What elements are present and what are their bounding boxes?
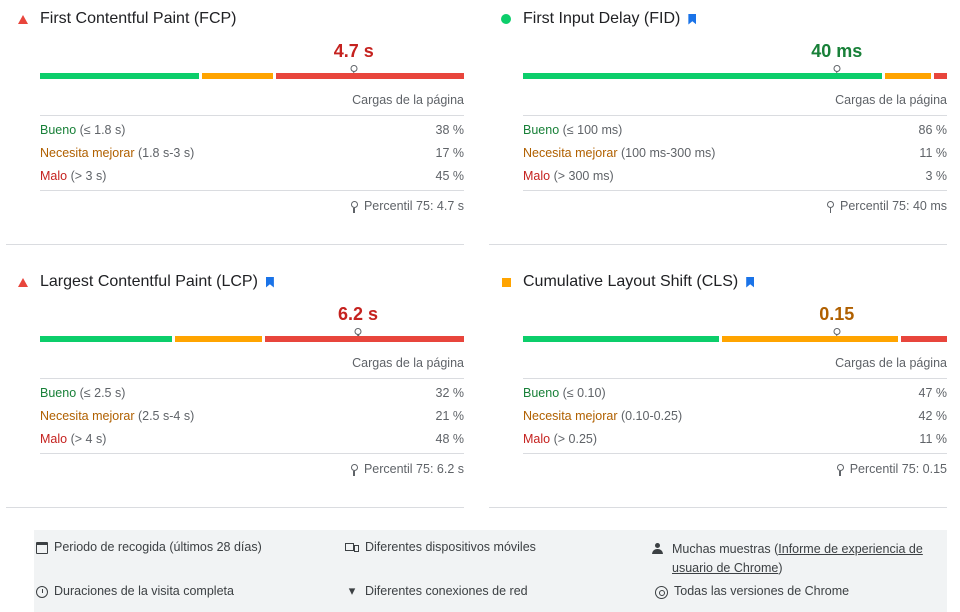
- bar-segment-poor: [265, 336, 464, 342]
- row-ni: Necesita mejorar (2.5 s-4 s) 21 %: [40, 409, 464, 423]
- wifi-icon: ▾: [348, 583, 356, 598]
- percentile-75: Percentil 75: 0.15: [836, 462, 947, 476]
- status-icon: [489, 277, 523, 287]
- distribution-bar: [40, 336, 464, 342]
- bar-segment-good: [40, 73, 199, 79]
- samples-icon: [652, 542, 666, 556]
- row-ni: Necesita mejorar (1.8 s-3 s) 17 %: [40, 146, 464, 160]
- metric-value: 0.15: [819, 304, 855, 324]
- row-poor: Malo (> 300 ms) 3 %: [523, 169, 947, 183]
- percentile-75: Percentil 75: 6.2 s: [350, 462, 464, 476]
- bar-segment-poor: [934, 73, 947, 79]
- bar-segment-ni: [722, 336, 898, 342]
- metric-title: Cumulative Layout Shift (CLS): [523, 273, 739, 290]
- row-poor: Malo (> 0.25) 11 %: [523, 432, 947, 446]
- metric-card-cls: Cumulative Layout Shift (CLS) 0.15 Carga…: [489, 263, 947, 508]
- poor-triangle-icon: [18, 277, 28, 287]
- distribution-bar: [523, 336, 947, 342]
- timer-icon: [36, 586, 48, 598]
- footer-period: Periodo de recogida (últimos 28 días): [36, 540, 262, 554]
- footer-connections: ▾ Diferentes conexiones de red: [345, 583, 528, 599]
- row-good: Bueno (≤ 2.5 s) 32 %: [40, 386, 464, 400]
- row-ni: Necesita mejorar (0.10-0.25) 42 %: [523, 409, 947, 423]
- row-poor: Malo (> 3 s) 45 %: [40, 169, 464, 183]
- pin-icon: [350, 200, 358, 213]
- bar-segment-good: [523, 73, 883, 79]
- page-loads-label: Cargas de la página: [352, 93, 464, 107]
- page-loads-label: Cargas de la página: [352, 356, 464, 370]
- pin-icon: [350, 463, 358, 476]
- metric-card-fid: First Input Delay (FID) 40 ms Cargas de …: [489, 0, 947, 245]
- distribution-bar: [523, 73, 947, 79]
- bookmark-icon: [265, 276, 274, 288]
- good-circle-icon: [501, 14, 511, 24]
- row-good: Bueno (≤ 100 ms) 86 %: [523, 123, 947, 137]
- footer-durations: Duraciones de la visita completa: [36, 584, 234, 598]
- metric-value: 4.7 s: [333, 41, 374, 61]
- metric-card-lcp: Largest Contentful Paint (LCP) 6.2 s Car…: [6, 263, 464, 508]
- status-icon: [6, 277, 40, 287]
- pin-icon: [827, 200, 834, 213]
- bar-segment-ni: [885, 73, 932, 79]
- metric-card-fcp: First Contentful Paint (FCP) 4.7 s Carga…: [6, 0, 464, 245]
- footer-samples: Muchas muestras (Informe de experiencia …: [652, 540, 942, 578]
- percentile-75: Percentil 75: 4.7 s: [350, 199, 464, 213]
- footer-devices: Diferentes dispositivos móviles: [345, 540, 536, 554]
- row-good: Bueno (≤ 0.10) 47 %: [523, 386, 947, 400]
- metric-value: 40 ms: [811, 41, 863, 61]
- bar-segment-good: [523, 336, 720, 342]
- chrome-icon: [655, 586, 668, 599]
- distribution-bar: [40, 73, 464, 79]
- devices-icon: [345, 540, 359, 554]
- row-ni: Necesita mejorar (100 ms-300 ms) 11 %: [523, 146, 947, 160]
- bar-segment-poor: [275, 73, 464, 79]
- page-loads-label: Cargas de la página: [835, 356, 947, 370]
- bar-segment-ni: [175, 336, 263, 342]
- row-good: Bueno (≤ 1.8 s) 38 %: [40, 123, 464, 137]
- percentile-75: Percentil 75: 40 ms: [827, 199, 947, 213]
- status-icon: [6, 14, 40, 24]
- bar-segment-poor: [901, 336, 947, 342]
- ni-square-icon: [501, 277, 511, 287]
- crux-report-link[interactable]: Informe de experiencia de usuario de Chr…: [672, 542, 923, 575]
- metric-title: Largest Contentful Paint (LCP): [40, 273, 258, 290]
- page-loads-label: Cargas de la página: [835, 93, 947, 107]
- row-poor: Malo (> 4 s) 48 %: [40, 432, 464, 446]
- pin-icon: [836, 463, 844, 476]
- metric-value: 6.2 s: [337, 304, 379, 324]
- bar-segment-good: [40, 336, 173, 342]
- poor-triangle-icon: [18, 14, 28, 24]
- calendar-icon: [36, 542, 48, 554]
- data-source-footer: Periodo de recogida (últimos 28 días) Di…: [34, 530, 947, 612]
- bookmark-icon: [688, 13, 697, 25]
- metric-title: First Input Delay (FID): [523, 10, 681, 27]
- bar-segment-ni: [201, 73, 273, 79]
- bookmark-icon: [746, 276, 755, 288]
- status-icon: [489, 14, 523, 24]
- metric-title: First Contentful Paint (FCP): [40, 10, 237, 27]
- footer-versions: Todas las versiones de Chrome: [655, 584, 849, 599]
